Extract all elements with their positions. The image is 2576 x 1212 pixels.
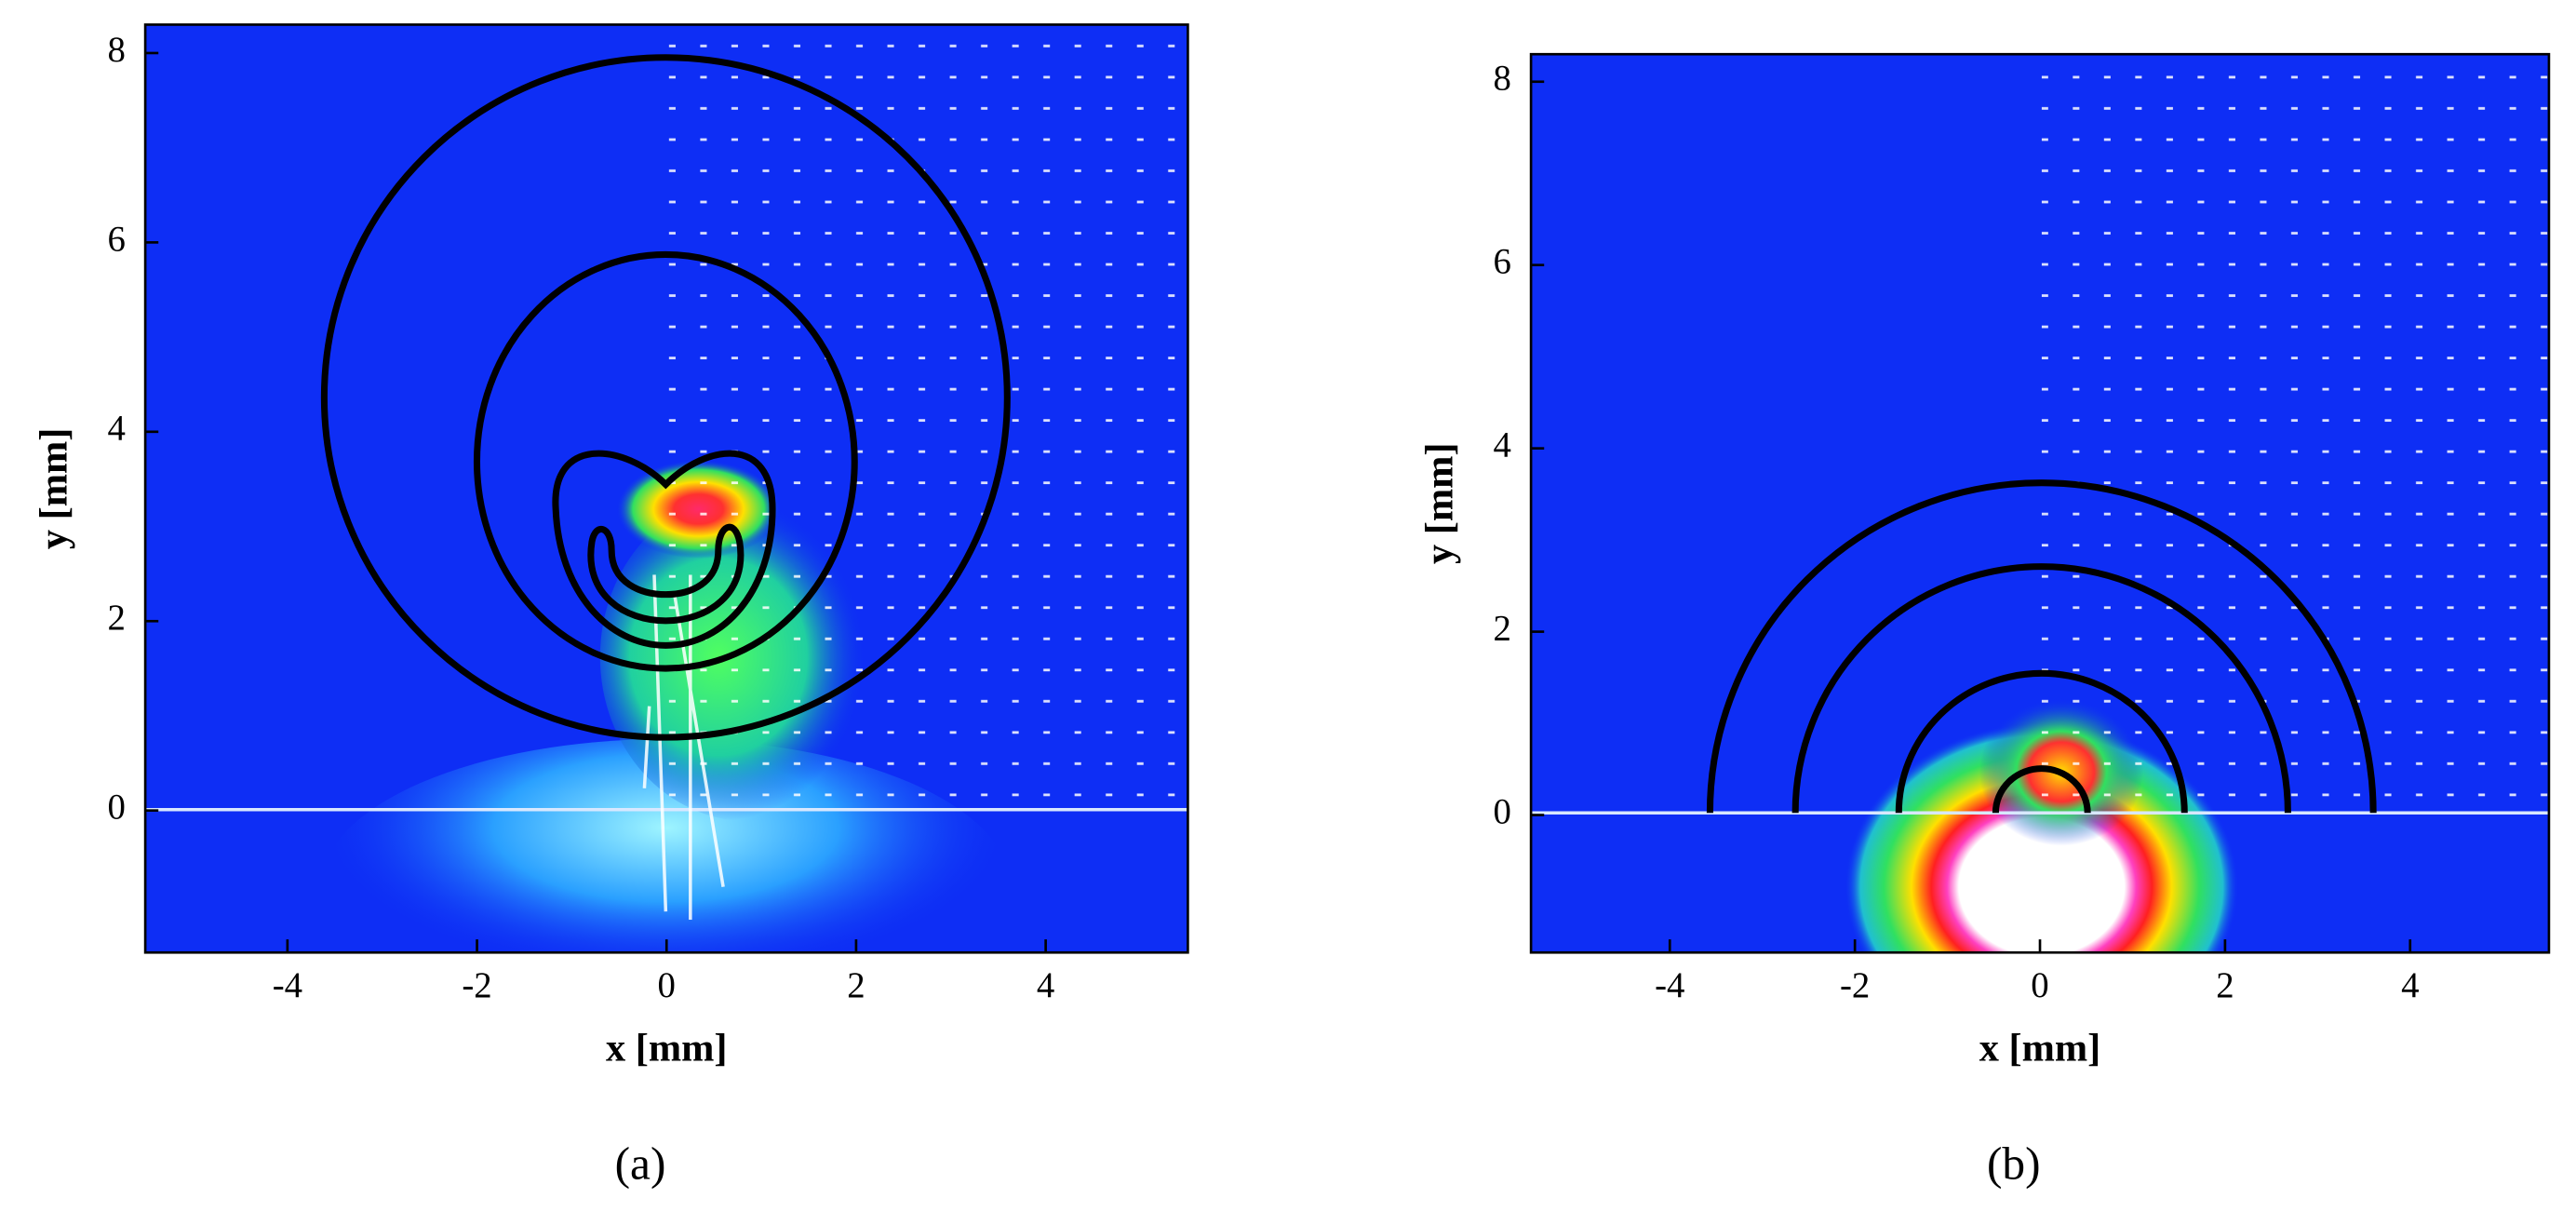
x-tick-label: 4: [1037, 965, 1054, 1005]
x-tick-label: -2: [462, 965, 491, 1005]
panel-label: (a): [615, 1138, 666, 1190]
y-tick-label: 6: [108, 219, 126, 259]
y-axis-label: y [mm]: [32, 428, 75, 549]
x-tick-label: 0: [2031, 965, 2048, 1005]
x-axis-label: x [mm]: [1979, 1027, 2100, 1071]
y-tick-label: 4: [1494, 425, 1511, 465]
field-b: [1531, 54, 2549, 953]
x-tick-label: -4: [1655, 965, 1684, 1005]
y-tick-label: 0: [1494, 791, 1511, 831]
y-axis-label: y [mm]: [1417, 443, 1461, 564]
x-tick-label: -4: [273, 965, 302, 1005]
y-tick-label: 2: [1494, 609, 1511, 649]
y-tick-label: 2: [108, 598, 126, 638]
x-tick-label: 0: [658, 965, 676, 1005]
x-axis-label: x [mm]: [606, 1027, 727, 1071]
panel-label: (b): [1987, 1138, 2041, 1190]
field-a: [145, 24, 1188, 953]
x-tick-label: 2: [847, 965, 865, 1005]
y-tick-label: 4: [108, 409, 126, 449]
y-tick-label: 6: [1494, 242, 1511, 282]
x-tick-label: 2: [2216, 965, 2234, 1005]
y-tick-label: 0: [108, 788, 126, 828]
x-tick-label: 4: [2401, 965, 2419, 1005]
y-tick-label: 8: [1494, 59, 1511, 99]
y-tick-label: 8: [108, 30, 126, 70]
x-tick-label: -2: [1840, 965, 1870, 1005]
